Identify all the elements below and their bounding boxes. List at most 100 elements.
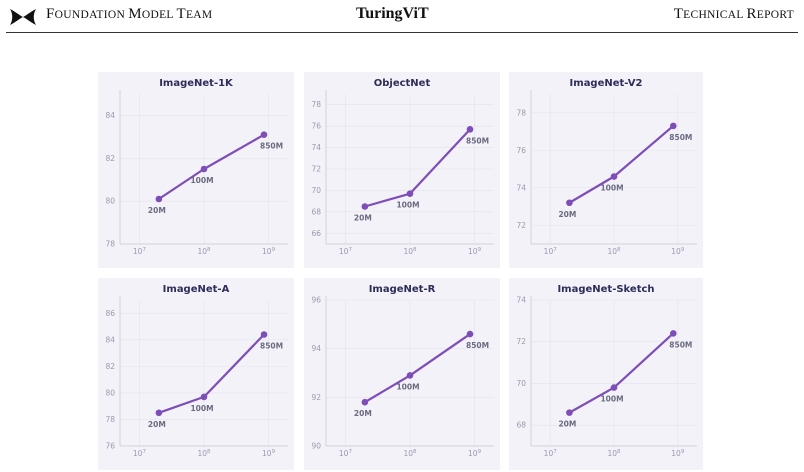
y-tick-label: 78 [516,108,526,117]
x-tick-label: 107 [544,247,558,256]
data-point [200,165,208,173]
x-tick-label: 108 [197,247,211,256]
y-tick-label: 96 [311,296,321,305]
panel-background [98,278,294,470]
point-label: 850M [260,142,283,151]
y-tick-label: 90 [311,442,321,451]
y-tick-label: 66 [311,229,321,238]
bowtie-logo-icon [10,9,36,25]
data-point [155,409,163,417]
x-tick-label: 108 [607,449,621,458]
y-tick-label: 80 [105,388,115,397]
header-title: TuringViT [356,5,429,22]
x-tick-label: 108 [607,247,621,256]
y-tick-label: 70 [311,186,321,195]
point-label: 100M [190,176,213,185]
y-tick-label: 76 [311,122,321,131]
y-tick-label: 86 [105,309,115,318]
point-label: 100M [600,395,623,404]
x-tick-label: 108 [197,449,211,458]
x-tick-label: 109 [262,247,276,256]
header-team-name: FOUNDATION MODEL TEAM [46,6,213,22]
y-tick-label: 72 [516,337,526,346]
chart-panel: ImageNet-A 76 78 80 82 84 86 107 108 109 20M 100M 85… [98,278,294,470]
x-tick-label: 107 [544,449,558,458]
data-point [260,331,268,338]
data-point [200,393,208,401]
y-tick-label: 68 [311,207,321,216]
point-label: 850M [466,136,489,145]
chart-title: ImageNet-V2 [570,78,643,89]
data-point [566,199,573,207]
data-point [669,330,677,337]
chart-title: ObjectNet [374,78,431,89]
point-label: 20M [354,409,372,418]
y-tick-label: 72 [311,165,321,174]
chart-panel: ObjectNet 66 68 70 72 74 76 78 107 108 109 20M 100M 8… [304,72,500,268]
data-point [610,173,618,180]
point-label: 20M [558,420,576,429]
point-label: 100M [396,201,419,210]
header-rule [6,32,798,33]
point-label: 100M [396,382,419,391]
x-tick-label: 107 [339,247,353,256]
y-tick-label: 84 [105,111,115,120]
chart-title: ImageNet-Sketch [557,284,654,295]
y-tick-label: 74 [516,296,526,305]
panel-background [509,278,703,470]
chart-title: ImageNet-R [369,284,436,295]
x-tick-label: 107 [339,449,353,458]
x-tick-label: 107 [133,247,147,256]
chart-title: ImageNet-A [163,284,230,295]
data-point [361,398,369,406]
y-tick-label: 92 [311,393,321,402]
data-point [566,409,573,416]
data-point [669,122,677,130]
y-tick-label: 70 [516,379,526,388]
x-tick-label: 109 [671,449,685,458]
panel-background [304,278,500,470]
data-point [155,195,163,203]
point-label: 100M [600,184,623,193]
header-report-type: TECHNICAL REPORT [673,6,794,22]
y-tick-label: 78 [105,415,115,424]
point-label: 20M [148,206,166,215]
y-tick-label: 74 [516,183,526,192]
data-point [466,330,474,338]
y-tick-label: 74 [311,143,321,152]
y-tick-label: 82 [105,154,115,163]
x-tick-label: 108 [403,449,417,458]
y-tick-label: 76 [516,146,526,155]
y-tick-label: 78 [105,240,115,249]
data-point [406,190,414,197]
x-tick-label: 109 [262,449,276,458]
page-header: FOUNDATION MODEL TEAM TuringViT TECHNICA… [0,0,804,36]
x-tick-label: 107 [133,449,147,458]
panel-background [98,72,294,268]
chart-panel: ImageNet-Sketch 68 70 72 74 107 108 109 20M 100M 8… [509,278,703,470]
data-point [406,372,414,379]
point-label: 20M [148,420,166,429]
point-label: 100M [190,404,213,413]
panel-background [509,72,703,268]
x-tick-label: 109 [468,449,482,458]
chart-title: ImageNet-1K [159,78,234,89]
y-tick-label: 80 [105,197,115,206]
chart-panel: ImageNet-V2 72 74 76 78 107 108 109 20M 100M 850M [509,72,703,268]
y-tick-label: 68 [516,421,526,430]
y-tick-label: 76 [105,442,115,451]
point-label: 850M [466,341,489,350]
point-label: 850M [260,342,283,351]
chart-panel: ImageNet-R 90 92 94 96 107 108 109 20M 100M 850M [304,278,500,470]
y-tick-label: 78 [311,100,321,109]
y-tick-label: 82 [105,362,115,371]
y-tick-label: 94 [311,344,321,353]
x-tick-label: 109 [671,247,685,256]
point-label: 850M [669,340,692,349]
x-tick-label: 109 [468,247,482,256]
x-tick-label: 108 [403,247,417,256]
panel-background [304,72,500,268]
point-label: 20M [558,210,576,219]
y-tick-label: 84 [105,335,115,344]
